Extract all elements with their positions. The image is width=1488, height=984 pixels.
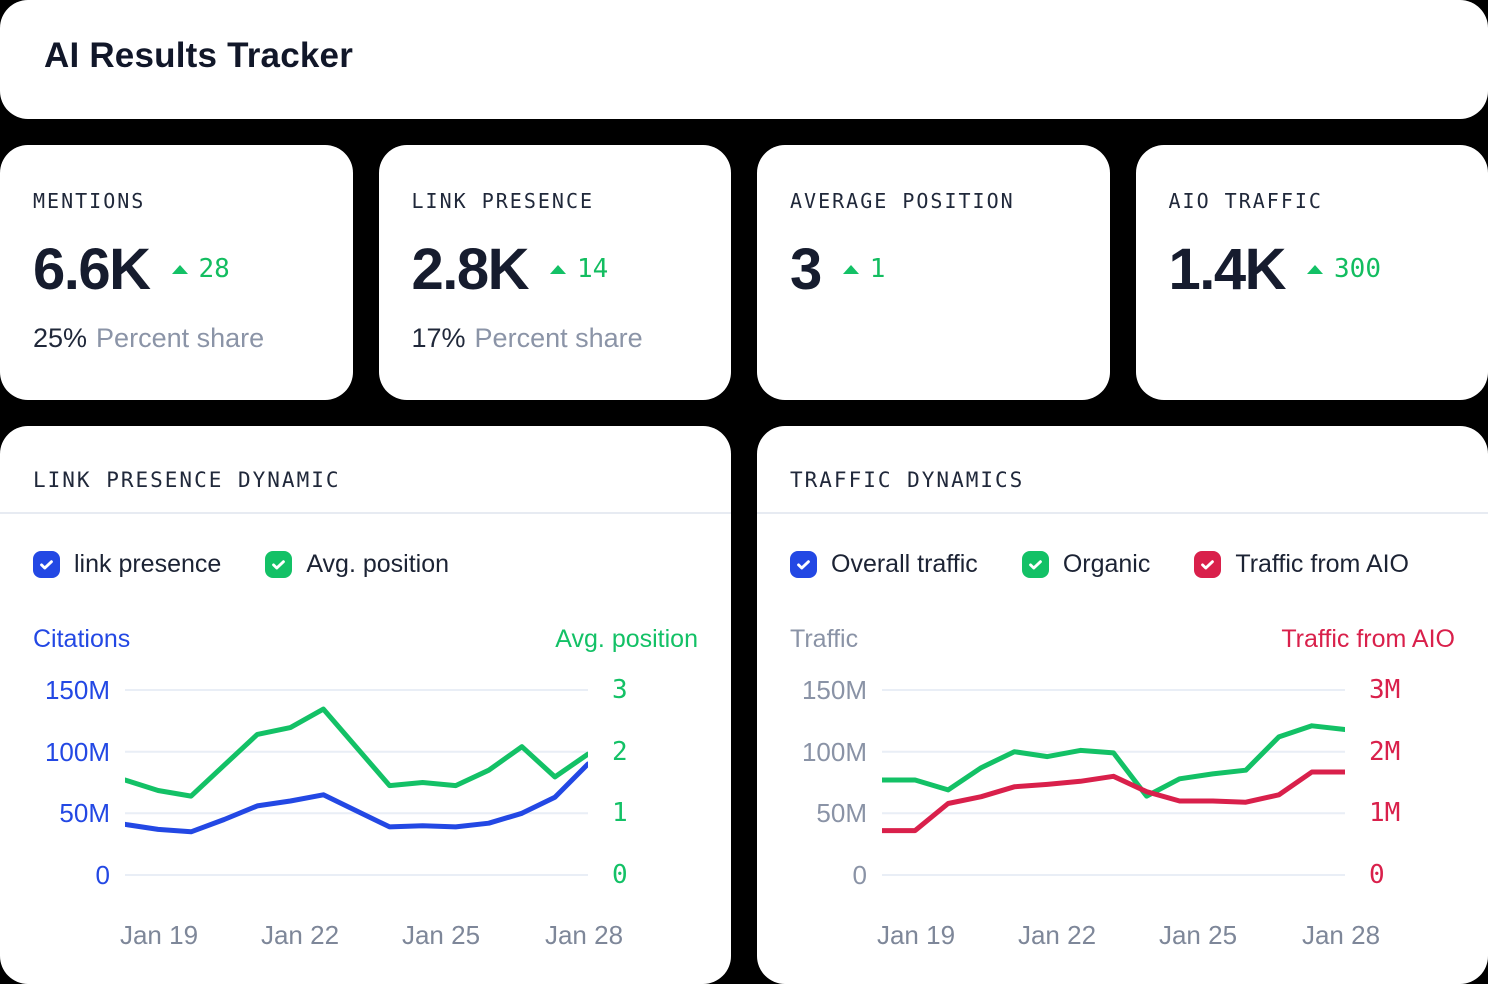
kpi-delta: 28	[171, 254, 230, 284]
kpi-delta: 14	[550, 254, 608, 284]
y-tick: 100M	[44, 737, 110, 767]
line-chart	[125, 689, 588, 876]
kpi-label: AIO TRAFFIC	[1168, 189, 1323, 213]
chart-card-traffic-dynamics: TRAFFIC DYNAMICS Overall traffic Organic	[757, 426, 1488, 984]
legend-label: Avg. position	[306, 550, 450, 578]
x-tick: Jan 22	[1017, 920, 1097, 950]
charts-row: LINK PRESENCE DYNAMIC link presence Avg.…	[0, 426, 1488, 984]
x-axis-ticks: Jan 19 Jan 22 Jan 25 Jan 28	[877, 920, 1380, 950]
legend-label: Overall traffic	[831, 550, 978, 578]
y-tick: 2	[612, 737, 628, 767]
header-card: AI Results Tracker	[0, 0, 1488, 119]
kpi-card-aio-traffic: AIO TRAFFIC 1.4K 300	[1135, 145, 1488, 400]
y-tick: 0	[852, 860, 867, 890]
kpi-delta-value: 300	[1334, 254, 1381, 284]
page-title: AI Results Tracker	[44, 36, 354, 75]
chart-card-link-presence-dynamic: LINK PRESENCE DYNAMIC link presence Avg.…	[0, 426, 731, 984]
chart-title: LINK PRESENCE DYNAMIC	[33, 468, 341, 492]
chart-legend: link presence Avg. position	[0, 514, 731, 579]
kpi-share-label: Percent share	[474, 323, 643, 353]
kpi-label: LINK PRESENCE	[411, 189, 595, 213]
kpi-value: 1.4K	[1168, 236, 1287, 302]
axis-header-labels: Citations Avg. position	[0, 579, 731, 654]
y-tick: 0	[1369, 860, 1385, 890]
checkbox-checked-icon[interactable]	[790, 551, 817, 578]
left-axis-ticks: 150M 100M 50M 0	[757, 677, 882, 888]
legend-item-overall-traffic[interactable]: Overall traffic	[790, 550, 978, 579]
chart-title: TRAFFIC DYNAMICS	[790, 468, 1025, 492]
y-tick: 3M	[1369, 675, 1401, 705]
checkbox-checked-icon[interactable]	[1021, 551, 1049, 578]
y-tick: 50M	[816, 798, 867, 828]
x-tick: Jan 19	[119, 920, 199, 950]
kpi-share: 17% Percent share	[412, 323, 699, 354]
checkbox-checked-icon[interactable]	[265, 551, 293, 578]
x-tick: Jan 22	[260, 920, 340, 950]
legend-item-link-presence[interactable]: link presence	[33, 550, 221, 579]
arrow-up-icon	[842, 264, 859, 274]
chart-legend: Overall traffic Organic Traffic from AIO	[757, 514, 1488, 579]
x-tick: Jan 19	[876, 920, 956, 950]
left-axis-label: Traffic	[790, 625, 859, 653]
legend-item-traffic-from-aio[interactable]: Traffic from AIO	[1194, 550, 1409, 579]
legend-label: link presence	[74, 550, 222, 578]
x-tick: Jan 25	[1158, 920, 1238, 950]
kpi-card-average-position: AVERAGE POSITION 3 1	[757, 145, 1110, 400]
right-axis-label: Avg. position	[555, 625, 698, 653]
y-tick: 1	[612, 798, 628, 828]
kpi-delta-value: 28	[198, 254, 230, 284]
kpi-value: 6.6K	[33, 236, 151, 302]
divider	[0, 512, 731, 514]
y-tick: 150M	[801, 675, 867, 705]
x-tick: Jan 28	[1301, 920, 1381, 950]
y-tick: 1M	[1369, 798, 1401, 828]
y-tick: 150M	[44, 675, 110, 705]
arrow-up-icon	[1307, 264, 1324, 274]
right-axis-ticks: 3M 2M 1M 0	[1345, 677, 1488, 888]
arrow-up-icon	[171, 264, 188, 274]
kpi-delta-value: 14	[577, 254, 609, 284]
y-tick: 0	[95, 860, 110, 890]
right-axis-label: Traffic from AIO	[1281, 625, 1455, 653]
kpi-value: 3	[790, 236, 822, 302]
arrow-up-icon	[550, 264, 567, 274]
kpi-card-link-presence: LINK PRESENCE 2.8K 14 17% Percent share	[378, 145, 731, 400]
y-tick: 50M	[59, 798, 110, 828]
checkbox-checked-icon[interactable]	[1194, 551, 1222, 578]
kpi-label: MENTIONS	[33, 189, 146, 213]
right-axis-ticks: 3 2 1 0	[588, 677, 731, 888]
legend-item-avg-position[interactable]: Avg. position	[265, 550, 449, 579]
y-tick: 100M	[801, 737, 867, 767]
divider	[757, 512, 1488, 514]
legend-item-organic[interactable]: Organic	[1021, 550, 1151, 579]
left-axis-label: Citations	[33, 625, 131, 653]
x-tick: Jan 25	[401, 920, 481, 950]
left-axis-ticks: 150M 100M 50M 0	[0, 677, 125, 888]
checkbox-checked-icon[interactable]	[33, 551, 60, 578]
y-tick: 0	[612, 860, 628, 890]
plot-area: 150M 100M 50M 0 3M 2M 1M 0	[757, 677, 1488, 888]
kpi-share-value: 25%	[33, 323, 88, 353]
kpi-share-label: Percent share	[96, 323, 265, 353]
axis-header-labels: Traffic Traffic from AIO	[757, 579, 1488, 654]
line-chart	[882, 689, 1345, 876]
legend-label: Traffic from AIO	[1235, 550, 1410, 578]
kpi-delta-value: 1	[869, 254, 886, 284]
kpi-value: 2.8K	[411, 236, 530, 302]
kpi-row: MENTIONS 6.6K 28 25% Percent share LINK P…	[0, 145, 1488, 400]
kpi-card-mentions: MENTIONS 6.6K 28 25% Percent share	[0, 145, 353, 400]
y-tick: 3	[612, 675, 628, 705]
y-tick: 2M	[1369, 737, 1401, 767]
kpi-label: AVERAGE POSITION	[790, 189, 1015, 213]
plot-area: 150M 100M 50M 0 3 2 1 0	[0, 677, 731, 888]
x-tick: Jan 28	[544, 920, 624, 950]
x-axis-ticks: Jan 19 Jan 22 Jan 25 Jan 28	[120, 920, 623, 950]
kpi-share: 25% Percent share	[33, 323, 320, 354]
kpi-delta: 1	[842, 254, 886, 284]
kpi-share-value: 17%	[411, 323, 466, 353]
legend-label: Organic	[1062, 550, 1151, 578]
kpi-delta: 300	[1307, 254, 1381, 284]
